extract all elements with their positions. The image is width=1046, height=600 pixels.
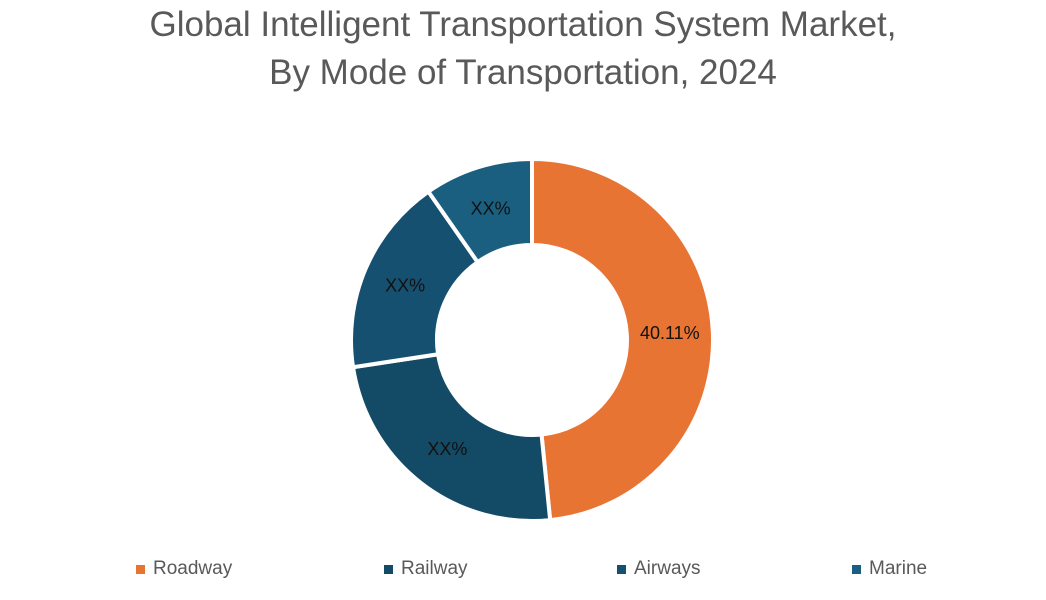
- legend-swatch: [136, 564, 145, 574]
- legend-label: Railway: [401, 558, 468, 579]
- donut-slice-railway: [350, 351, 553, 523]
- legend-item-marine: Marine: [852, 558, 927, 580]
- legend-item-roadway: Roadway: [136, 558, 232, 580]
- data-label-marine: XX%: [471, 198, 511, 218]
- legend: Roadway Railway Airways Marine: [0, 558, 1046, 584]
- legend-swatch: [617, 564, 626, 574]
- data-label-roadway: 40.11%: [640, 323, 700, 343]
- legend-label: Marine: [869, 558, 928, 579]
- donut-slice-roadway: [530, 156, 715, 523]
- chart-title-line-1: Global Intelligent Transportation System…: [149, 5, 897, 44]
- legend-label: Airways: [634, 558, 701, 579]
- donut-slice-marine: [425, 156, 534, 265]
- chart-title-line-2: By Mode of Transportation, 2024: [269, 53, 777, 92]
- data-label-railway: XX%: [427, 439, 467, 459]
- legend-item-airways: Airways: [617, 558, 701, 580]
- data-label-airways: XX%: [385, 276, 425, 296]
- legend-swatch: [852, 564, 861, 574]
- legend-swatch: [384, 564, 393, 574]
- legend-item-railway: Railway: [384, 558, 468, 580]
- legend-label: Roadway: [153, 558, 233, 579]
